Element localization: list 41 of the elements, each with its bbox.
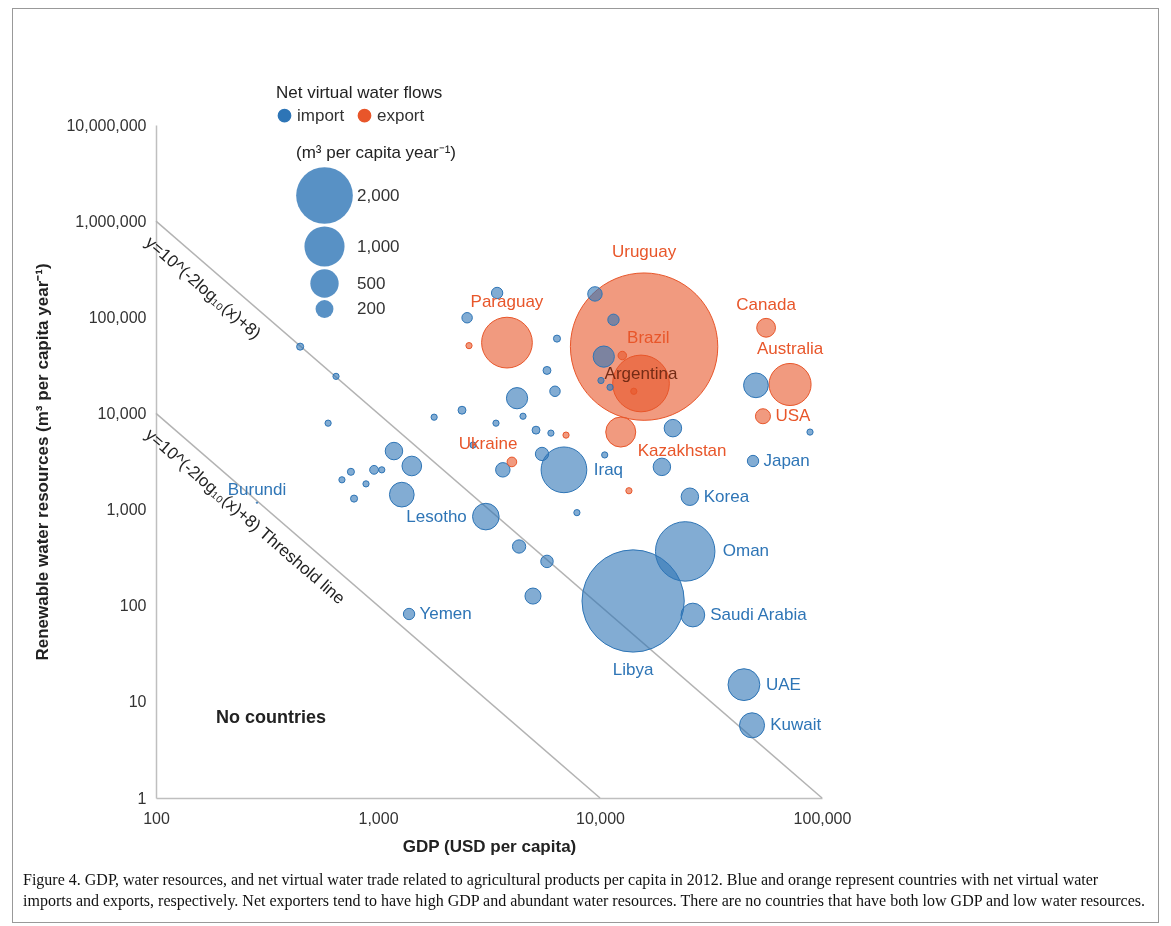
annotation: No countries [216, 707, 327, 727]
legend-label: 2,000 [357, 185, 400, 205]
y-tick-label: 10,000 [97, 404, 147, 422]
data-label: Kuwait [770, 715, 822, 735]
y-tick-label: 1,000,000 [75, 212, 147, 230]
data-label: Uruguay [611, 241, 677, 261]
legend-label: import [297, 105, 345, 125]
x-axis-title: GDP (USD per capita) [402, 836, 577, 856]
data-label: Kazakhstan [637, 440, 727, 460]
x-tick-label: 1,000 [358, 809, 399, 827]
y-tick-label: 10,000,000 [66, 116, 147, 134]
data-label: Paraguay [470, 292, 544, 312]
y-tick-label: 10 [128, 693, 147, 711]
data-label: UAE [765, 674, 801, 694]
data-label: Yemen [419, 604, 472, 623]
data-label: USA [775, 406, 812, 426]
annotation: (m³ per capita year⁻¹) [296, 143, 456, 162]
data-label: Iraq [593, 459, 624, 479]
y-tick-label: 1 [137, 789, 147, 807]
data-label: Australia [756, 338, 824, 358]
data-label: Saudi Arabia [710, 605, 808, 625]
data-label: Ukraine [458, 434, 518, 454]
data-label: Oman [722, 541, 770, 561]
legend-label: 500 [357, 273, 386, 293]
y-axis-title: Renewable water resources (m³ per capita year⁻¹) [33, 263, 53, 661]
data-label: Libya [612, 659, 654, 679]
data-label: Japan [763, 451, 810, 470]
x-tick-label: 100 [143, 809, 170, 827]
data-label: Korea [703, 486, 750, 506]
x-tick-label: 100,000 [793, 809, 852, 827]
legend-label: 1,000 [357, 236, 400, 256]
x-tick-label: 10,000 [576, 809, 626, 827]
legend-label: 200 [357, 299, 386, 318]
legend-label: export [377, 105, 425, 125]
caption: Figure 4. GDP, water resources, and net virtual water trade related to agricultural products per capita in 2012. Blue and orange represent countries with net virtual water imports and exports, respectively. Net exporters tend to have high GDP and abundant water resources. There are no countries that have both low GDP and low water resources. [23, 870, 1147, 912]
data-label: Brazil [627, 327, 670, 347]
data-label: Argentina [604, 364, 678, 384]
legend-title: Net virtual water flows [276, 83, 443, 102]
data-label: Lesotho [406, 506, 467, 526]
data-label: Canada [736, 295, 797, 315]
y-tick-label: 100 [119, 597, 147, 615]
